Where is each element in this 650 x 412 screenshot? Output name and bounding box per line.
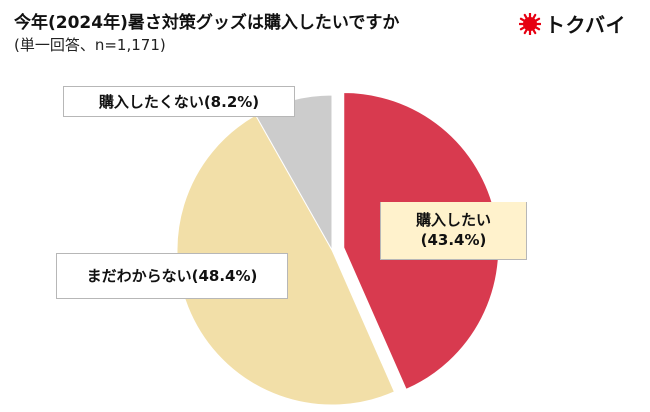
sun-ray [523,28,528,34]
slice-label-want-to-buy-name: 購入したい [415,211,491,229]
sun-ray [519,17,526,22]
chart-subtitle: (単一回答、n=1,171) [14,36,166,54]
sun-ray [534,25,541,30]
sun-ray [532,13,537,19]
sun-ray [519,25,526,30]
slice-label-want-to-buy-value: (43.4%) [420,231,487,249]
chart-title: 今年(2024年)暑さ対策グッズは購入したいですか [14,13,400,33]
brand-logo: トクバイ [519,9,626,38]
sun-ray [532,28,537,34]
slice-label-want-to-buy: 購入したい (43.4%) [380,202,527,260]
sun-ray [534,17,541,22]
sun-logo-icon [519,12,541,35]
slice-label-undecided: まだわからない(48.4%) [56,253,288,299]
slice-label-not-buy: 購入したくない(8.2%) [63,86,295,117]
logo-text: トクバイ [545,13,626,37]
sun-ray [523,13,528,19]
